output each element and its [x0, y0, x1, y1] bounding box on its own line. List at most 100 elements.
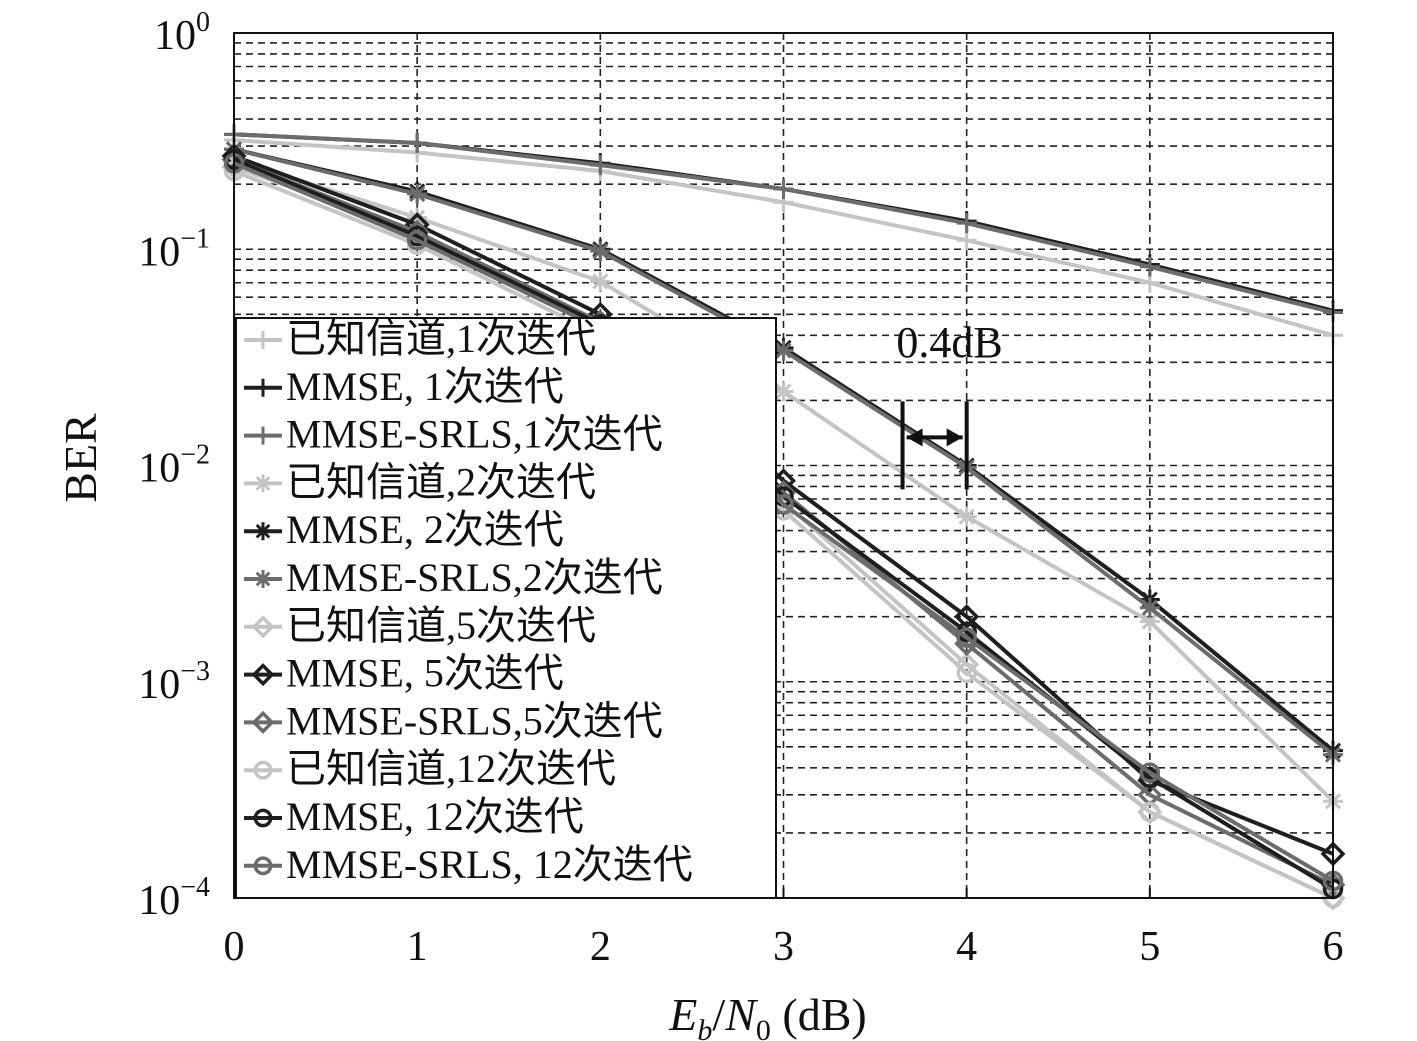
marker-plus: [590, 155, 611, 176]
legend-entry: 已知信道,1次迭代: [244, 316, 596, 361]
y-tick-label-base: 10: [138, 446, 180, 492]
legend-label: MMSE, 1次迭代: [286, 364, 564, 409]
marker-star: [1139, 597, 1160, 618]
y-tick-label: 10−4: [138, 872, 210, 924]
x-axis-label-slash: /: [712, 989, 725, 1040]
marker-star: [773, 340, 794, 361]
legend-entry: MMSE-SRLS,5次迭代: [244, 698, 663, 743]
legend-entry: MMSE-SRLS, 12次迭代: [244, 842, 693, 887]
legend-label: 已知信道,1次迭代: [286, 316, 596, 361]
y-tick-label-base: 10: [154, 13, 196, 59]
marker-star: [773, 381, 794, 402]
marker-plus: [407, 132, 428, 153]
marker-circle: [956, 627, 977, 648]
x-axis-label: Eb/N0 (dB): [668, 989, 866, 1041]
marker-diamond: [251, 663, 275, 687]
marker-circle: [1139, 801, 1161, 823]
marker-circle: [1139, 762, 1161, 783]
marker-circle: [253, 808, 273, 828]
marker-star: [254, 474, 272, 493]
marker-plus: [254, 331, 272, 349]
marker-star: [407, 207, 428, 228]
marker-plus: [956, 230, 977, 251]
marker-diamond: [251, 710, 275, 734]
legend-label: MMSE, 5次迭代: [286, 651, 564, 696]
marker-star: [590, 241, 611, 262]
legend-entry: MMSE, 1次迭代: [244, 364, 564, 409]
series-4: [224, 149, 1343, 812]
series-lines: [221, 124, 1346, 911]
legend-box: [235, 317, 777, 899]
marker-star: [254, 570, 272, 588]
marker-plus: [254, 378, 272, 397]
legend-label: 已知信道,12次迭代: [286, 746, 616, 791]
x-tick-label: 0: [224, 924, 245, 970]
legend-entry: 已知信道,5次迭代: [244, 603, 596, 648]
legend-label: 已知信道,2次迭代: [286, 459, 596, 504]
y-tick-label-exponent: −2: [180, 440, 210, 471]
y-tick-label-exponent: 0: [196, 7, 210, 38]
x-tick-labels: 0 1 2 3 4 5 6: [224, 924, 1344, 970]
x-tick-label: 4: [956, 924, 977, 970]
legend-entry: MMSE, 12次迭代: [244, 794, 584, 839]
y-tick-label-exponent: −3: [180, 656, 210, 687]
y-tick-label-base: 10: [138, 229, 180, 275]
x-tick-label: 2: [590, 924, 611, 970]
legend-entry: MMSE, 5次迭代: [244, 651, 564, 696]
x-axis-label-n: N: [724, 989, 758, 1040]
marker-star: [407, 184, 428, 205]
legend-label: MMSE, 2次迭代: [286, 507, 564, 552]
annotation-label: 0.4dB: [896, 318, 1002, 367]
y-axis-label: BER: [55, 413, 106, 503]
legend-entry: MMSE-SRLS,1次迭代: [244, 412, 663, 457]
series-line: [233, 161, 1335, 883]
legend-label: 已知信道,5次迭代: [286, 603, 596, 648]
marker-star: [254, 522, 272, 541]
legend-label: MMSE-SRLS,5次迭代: [286, 698, 663, 743]
y-tick-label: 10−2: [138, 440, 210, 492]
x-axis-label-subscript: 0: [756, 1014, 771, 1041]
x-tick-label: 5: [1139, 924, 1160, 970]
legend-label: MMSE-SRLS,2次迭代: [286, 555, 663, 600]
marker-star: [956, 506, 977, 527]
x-axis-label-b: b: [697, 1014, 712, 1041]
legend-label: MMSE, 12次迭代: [286, 794, 584, 839]
y-tick-label: 10−1: [138, 223, 210, 275]
legend-entry: 已知信道,2次迭代: [244, 459, 596, 504]
y-tick-label-exponent: −4: [180, 872, 210, 903]
marker-plus: [956, 213, 977, 234]
legend-label: MMSE-SRLS, 12次迭代: [286, 842, 693, 887]
legend-entry: MMSE-SRLS,2次迭代: [244, 555, 663, 600]
marker-circle: [956, 662, 977, 684]
marker-diamond: [954, 604, 980, 630]
marker-diamond: [251, 615, 275, 639]
series-line: [233, 132, 1334, 313]
legend-label: MMSE-SRLS,1次迭代: [286, 412, 663, 457]
x-tick-label: 1: [407, 924, 428, 970]
marker-plus: [254, 426, 272, 445]
marker-plus: [773, 178, 794, 199]
legend-entry: 已知信道,12次迭代: [244, 746, 616, 791]
plot-frame: [233, 32, 1334, 899]
y-tick-label-base: 10: [138, 878, 180, 924]
annotation-arrowhead-left: [906, 428, 923, 447]
y-tick-label-base: 10: [138, 662, 180, 708]
marker-circle: [253, 856, 273, 876]
annotation-arrowhead-right: [946, 428, 963, 447]
x-axis-label-e: E: [668, 989, 697, 1040]
y-tick-label-exponent: −1: [180, 223, 210, 254]
marker-circle: [406, 230, 428, 251]
y-tick-label: 100: [154, 7, 210, 59]
marker-star: [590, 271, 611, 292]
marker-star: [1139, 611, 1160, 632]
legend-entry: MMSE, 2次迭代: [244, 507, 564, 552]
annotation: 0.4dB: [896, 318, 1003, 490]
y-tick-label: 10−3: [138, 656, 210, 708]
x-tick-label: 3: [773, 924, 794, 970]
x-axis-label-unit: (dB): [771, 989, 867, 1040]
x-tick-label: 6: [1323, 924, 1344, 970]
marker-circle: [253, 760, 273, 780]
